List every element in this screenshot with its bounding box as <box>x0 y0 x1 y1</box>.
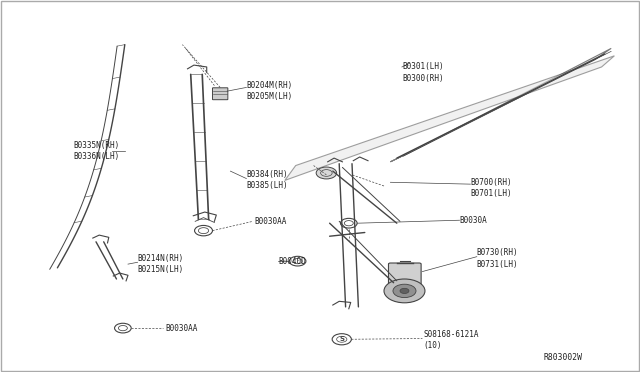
Circle shape <box>384 279 425 303</box>
Text: B0301(LH)
B0300(RH): B0301(LH) B0300(RH) <box>402 62 444 83</box>
Circle shape <box>400 288 409 294</box>
FancyBboxPatch shape <box>212 88 228 100</box>
Text: B0730(RH)
B0731(LH): B0730(RH) B0731(LH) <box>477 248 518 269</box>
Polygon shape <box>390 48 611 162</box>
Text: B0700(RH)
B0701(LH): B0700(RH) B0701(LH) <box>470 178 512 198</box>
Text: B0204M(RH)
B0205M(LH): B0204M(RH) B0205M(LH) <box>246 81 292 101</box>
Text: B0214N(RH)
B0215N(LH): B0214N(RH) B0215N(LH) <box>138 254 184 274</box>
Circle shape <box>393 284 416 298</box>
Text: R803002W: R803002W <box>544 353 583 362</box>
Polygon shape <box>285 56 614 180</box>
Text: B0040D: B0040D <box>278 257 306 266</box>
Circle shape <box>316 167 337 179</box>
Text: B0030AA: B0030AA <box>255 217 287 226</box>
Text: B0030AA: B0030AA <box>165 324 198 333</box>
Text: B0384(RH)
B0385(LH): B0384(RH) B0385(LH) <box>246 170 288 190</box>
Text: S08168-6121A
(10): S08168-6121A (10) <box>424 330 479 350</box>
Text: S: S <box>339 336 344 342</box>
Text: B0030A: B0030A <box>460 216 487 225</box>
Text: B0335N(RH)
B0336N(LH): B0335N(RH) B0336N(LH) <box>74 141 120 161</box>
FancyBboxPatch shape <box>388 263 421 289</box>
